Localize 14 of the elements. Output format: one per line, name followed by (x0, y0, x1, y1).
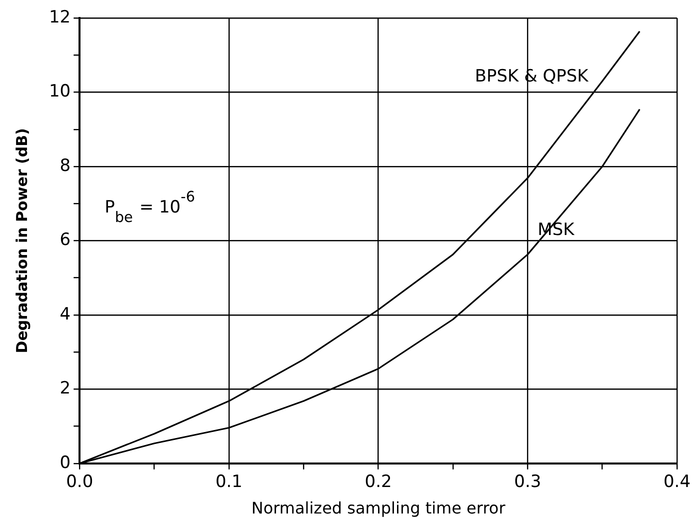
y-tick-label: 4 (60, 304, 71, 324)
y-tick-label: 8 (60, 156, 71, 176)
x-tick-label: 0.3 (514, 472, 542, 492)
y-tick-label: 12 (48, 7, 71, 28)
x-tick-label: 0.2 (364, 472, 392, 492)
y-tick-label: 2 (60, 378, 71, 399)
x-axis-title: Normalized sampling time error (251, 498, 506, 518)
y-axis-title: Degradation in Power (dB) (12, 128, 31, 354)
y-tick-label: 10 (48, 82, 71, 102)
y-tick-label: 0 (60, 452, 71, 473)
x-tick-label: 0.4 (663, 472, 691, 492)
x-tick-label: 0.0 (66, 472, 94, 492)
y-tick-label: 6 (60, 230, 71, 250)
x-tick-label: 0.1 (215, 472, 242, 492)
